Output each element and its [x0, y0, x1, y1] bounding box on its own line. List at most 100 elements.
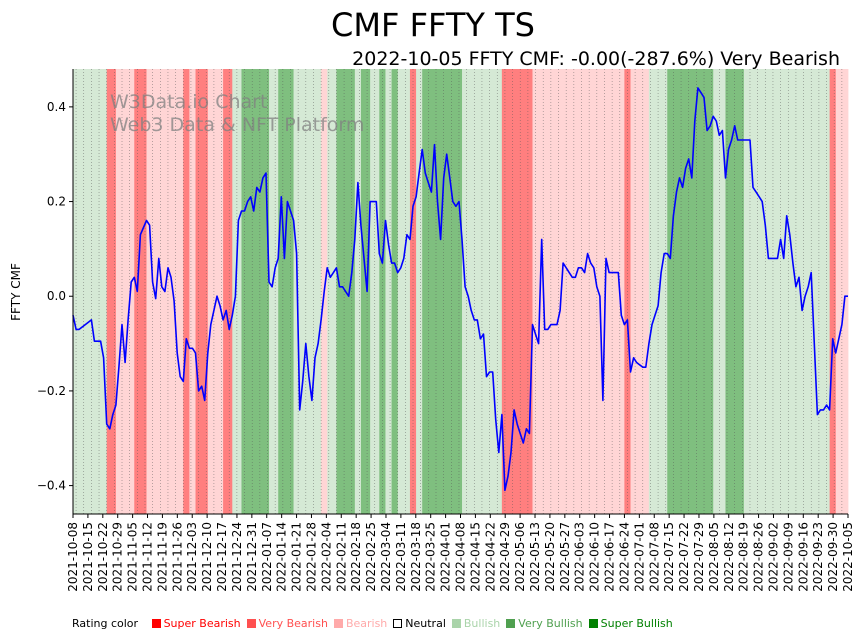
legend-label: Super Bullish — [600, 617, 673, 630]
rating-band — [269, 69, 279, 514]
rating-band — [581, 69, 625, 514]
rating-band — [207, 69, 224, 514]
x-tick-label: 2022-09-02 — [766, 522, 780, 592]
x-tick-label: 2021-10-15 — [81, 522, 95, 592]
x-tick-label: 2021-10-08 — [66, 522, 80, 592]
legend-label: Super Bearish — [163, 617, 241, 630]
rating-band — [422, 69, 463, 514]
x-tick-label: 2021-12-03 — [185, 522, 199, 592]
x-tick-label: 2022-09-16 — [796, 522, 810, 592]
rating-band — [829, 69, 837, 514]
x-tick-label: 2022-10-05 — [841, 522, 855, 592]
watermark-line-2: Web3 Data & NFT Platform — [110, 114, 364, 136]
legend-item: Very Bearish — [246, 617, 328, 630]
watermark: W3Data.io Chart Web3 Data & NFT Platform — [110, 91, 364, 136]
y-tick-label: −0.4 — [37, 479, 66, 493]
rating-band — [223, 69, 233, 514]
x-ticks: 2021-10-08 2021-10-15 2021-10-22 2021-10-29… — [66, 514, 855, 592]
legend-label: Very Bearish — [258, 617, 328, 630]
rating-band — [501, 69, 518, 514]
x-tick-label: 2022-03-18 — [409, 522, 423, 592]
x-tick-label: 2022-02-04 — [319, 522, 333, 592]
rating-band — [517, 69, 533, 514]
x-tick-label: 2021-12-31 — [245, 522, 259, 592]
x-tick-label: 2022-05-06 — [513, 522, 527, 592]
x-tick-label: 2022-03-25 — [424, 522, 438, 592]
x-tick-label: 2022-04-29 — [498, 522, 512, 592]
x-tick-label: 2022-08-12 — [722, 522, 736, 592]
rating-band — [360, 69, 371, 514]
legend-item: Neutral — [393, 617, 446, 630]
x-tick-label: 2021-11-19 — [155, 522, 169, 592]
legend-swatch — [506, 619, 516, 628]
legend-label: Bearish — [345, 617, 388, 630]
x-tick-label: 2022-05-27 — [558, 522, 572, 592]
x-tick-label: 2022-04-22 — [483, 522, 497, 592]
legend-item: Bullish — [451, 617, 501, 630]
x-tick-label: 2021-11-05 — [126, 522, 140, 592]
x-tick-label: 2022-08-26 — [752, 522, 766, 592]
x-tick-label: 2022-07-01 — [632, 522, 646, 592]
x-tick-label: 2022-02-25 — [364, 522, 378, 592]
rating-band — [183, 69, 190, 514]
x-tick-label: 2022-01-28 — [304, 522, 318, 592]
legend-swatch — [393, 619, 403, 628]
x-tick-label: 2022-02-18 — [349, 522, 363, 592]
x-tick-label: 2022-08-05 — [707, 522, 721, 592]
x-tick-label: 2022-07-08 — [647, 522, 661, 592]
rating-band — [749, 69, 831, 514]
x-tick-label: 2022-06-03 — [573, 522, 587, 592]
legend-label: Very Bullish — [518, 617, 583, 630]
rating-band — [106, 69, 117, 514]
rating-band — [354, 69, 362, 514]
x-tick-label: 2022-07-15 — [662, 522, 676, 592]
x-tick-label: 2021-10-22 — [96, 522, 110, 592]
rating-band — [397, 69, 411, 514]
x-tick-label: 2022-09-09 — [781, 522, 795, 592]
x-tick-label: 2021-11-12 — [141, 522, 155, 592]
legend-item: Super Bullish — [588, 617, 673, 630]
x-tick-label: 2022-06-17 — [603, 522, 617, 592]
y-axis-label: FFTY CMF — [9, 263, 23, 321]
x-tick-label: 2022-01-14 — [275, 522, 289, 592]
x-tick-label: 2022-09-23 — [811, 522, 825, 592]
series-line-group — [72, 87, 848, 492]
x-tick-label: 2021-10-29 — [111, 522, 125, 592]
rating-band — [278, 69, 294, 514]
rating-band — [667, 69, 687, 514]
x-tick-label: 2022-07-22 — [677, 522, 691, 592]
x-tick-label: 2022-04-01 — [439, 522, 453, 592]
y-tick-label: 0.4 — [47, 100, 66, 114]
rating-band — [385, 69, 392, 514]
rating-band — [189, 69, 196, 514]
x-tick-label: 2021-12-10 — [200, 522, 214, 592]
x-tick-label: 2022-03-11 — [394, 522, 408, 592]
rating-band — [327, 69, 337, 514]
legend-label: Bullish — [463, 617, 501, 630]
watermark-line-1: W3Data.io Chart — [110, 91, 267, 113]
x-tick-label: 2022-05-13 — [528, 522, 542, 592]
x-tick-label: 2022-08-19 — [737, 522, 751, 592]
y-tick-label: 0.0 — [47, 289, 66, 303]
x-tick-label: 2022-02-11 — [334, 522, 348, 592]
x-tick-label: 2022-06-10 — [588, 522, 602, 592]
rating-band — [630, 69, 650, 514]
legend-label: Neutral — [405, 617, 446, 630]
y-tick-label: −0.2 — [37, 384, 66, 398]
legend-item: Super Bearish — [151, 617, 241, 630]
rating-band — [391, 69, 399, 514]
legend-swatch — [333, 619, 343, 628]
rating-band — [685, 69, 702, 514]
legend-item: Very Bullish — [506, 617, 583, 630]
x-tick-label: 2021-12-24 — [230, 522, 244, 592]
x-tick-label: 2022-09-30 — [826, 522, 840, 592]
x-tick-label: 2022-03-04 — [379, 522, 393, 592]
x-tick-label: 2022-04-08 — [454, 522, 468, 592]
x-tick-label: 2021-11-26 — [170, 522, 184, 592]
x-tick-label: 2022-01-07 — [260, 522, 274, 592]
y-tick-label: 0.2 — [47, 195, 66, 209]
chart-subtitle: 2022-10-05 FFTY CMF: -0.00(-287.6%) Very… — [352, 48, 840, 70]
rating-legend: Rating color Super Bearish Very Bearish Be… — [72, 617, 679, 630]
x-tick-label: 2022-07-29 — [692, 522, 706, 592]
